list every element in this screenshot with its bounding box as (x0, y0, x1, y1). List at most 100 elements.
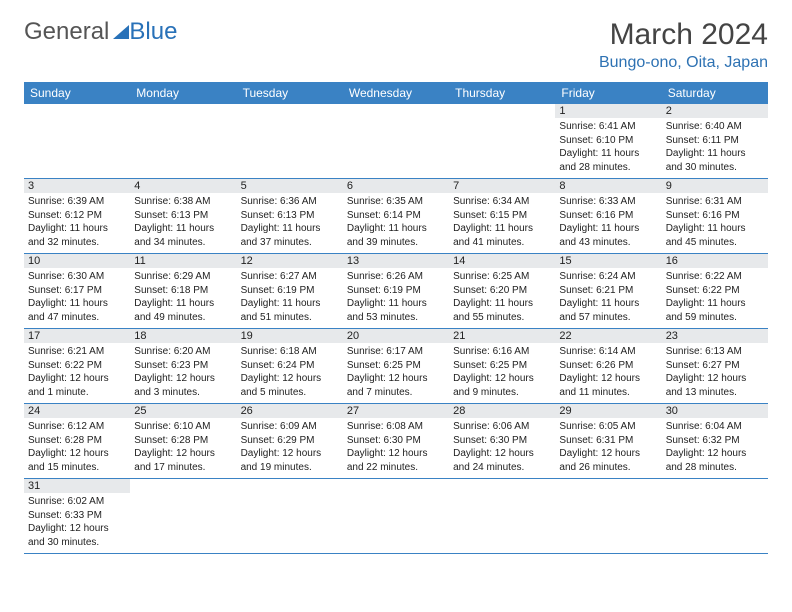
header: General Blue March 2024 Bungo-ono, Oita,… (24, 18, 768, 72)
day-cell-17: 17Sunrise: 6:21 AMSunset: 6:22 PMDayligh… (24, 329, 130, 404)
daylight-line: Daylight: 11 hours and 55 minutes. (453, 297, 551, 324)
empty-cell (555, 479, 661, 554)
daylight-line: Daylight: 11 hours and 51 minutes. (241, 297, 339, 324)
daylight-line: Daylight: 11 hours and 57 minutes. (559, 297, 657, 324)
day-details: Sunrise: 6:25 AMSunset: 6:20 PMDaylight:… (453, 270, 551, 324)
day-details: Sunrise: 6:31 AMSunset: 6:16 PMDaylight:… (666, 195, 764, 249)
day-details: Sunrise: 6:18 AMSunset: 6:24 PMDaylight:… (241, 345, 339, 399)
daylight-line: Daylight: 12 hours and 28 minutes. (666, 447, 764, 474)
daylight-line: Daylight: 12 hours and 5 minutes. (241, 372, 339, 399)
day-cell-14: 14Sunrise: 6:25 AMSunset: 6:20 PMDayligh… (449, 254, 555, 329)
day-number: 12 (237, 254, 343, 268)
day-number: 26 (237, 404, 343, 418)
sunset-line: Sunset: 6:24 PM (241, 359, 339, 373)
sunrise-line: Sunrise: 6:20 AM (134, 345, 232, 359)
sunrise-line: Sunrise: 6:35 AM (347, 195, 445, 209)
weekday-wednesday: Wednesday (343, 82, 449, 104)
day-details: Sunrise: 6:27 AMSunset: 6:19 PMDaylight:… (241, 270, 339, 324)
day-details: Sunrise: 6:14 AMSunset: 6:26 PMDaylight:… (559, 345, 657, 399)
calendar-row: 17Sunrise: 6:21 AMSunset: 6:22 PMDayligh… (24, 329, 768, 404)
daylight-line: Daylight: 12 hours and 24 minutes. (453, 447, 551, 474)
sunrise-line: Sunrise: 6:04 AM (666, 420, 764, 434)
day-cell-20: 20Sunrise: 6:17 AMSunset: 6:25 PMDayligh… (343, 329, 449, 404)
day-details: Sunrise: 6:02 AMSunset: 6:33 PMDaylight:… (28, 495, 126, 549)
day-cell-24: 24Sunrise: 6:12 AMSunset: 6:28 PMDayligh… (24, 404, 130, 479)
daylight-line: Daylight: 11 hours and 59 minutes. (666, 297, 764, 324)
day-number: 3 (24, 179, 130, 193)
daylight-line: Daylight: 12 hours and 3 minutes. (134, 372, 232, 399)
sunset-line: Sunset: 6:15 PM (453, 209, 551, 223)
day-number: 31 (24, 479, 130, 493)
day-number: 10 (24, 254, 130, 268)
weekday-thursday: Thursday (449, 82, 555, 104)
day-number: 9 (662, 179, 768, 193)
calendar-header: SundayMondayTuesdayWednesdayThursdayFrid… (24, 82, 768, 104)
daylight-line: Daylight: 12 hours and 11 minutes. (559, 372, 657, 399)
logo-triangle-icon (113, 25, 129, 39)
day-details: Sunrise: 6:12 AMSunset: 6:28 PMDaylight:… (28, 420, 126, 474)
sunrise-line: Sunrise: 6:16 AM (453, 345, 551, 359)
day-cell-13: 13 Sunrise: 6:26 AMSunset: 6:19 PMDayligh… (343, 254, 449, 329)
sunrise-line: Sunrise: 6:08 AM (347, 420, 445, 434)
sunrise-line: Sunrise: 6:27 AM (241, 270, 339, 284)
sunset-line: Sunset: 6:30 PM (453, 434, 551, 448)
day-number: 28 (449, 404, 555, 418)
sunrise-line: Sunrise: 6:02 AM (28, 495, 126, 509)
day-cell-19: 19 Sunrise: 6:18 AMSunset: 6:24 PMDayligh… (237, 329, 343, 404)
day-details: Sunrise: 6:08 AMSunset: 6:30 PMDaylight:… (347, 420, 445, 474)
day-cell-11: 11Sunrise: 6:29 AMSunset: 6:18 PMDayligh… (130, 254, 236, 329)
day-cell-23: 23Sunrise: 6:13 AMSunset: 6:27 PMDayligh… (662, 329, 768, 404)
empty-cell (343, 104, 449, 179)
sunset-line: Sunset: 6:11 PM (666, 134, 764, 148)
sunset-line: Sunset: 6:17 PM (28, 284, 126, 298)
daylight-line: Daylight: 11 hours and 37 minutes. (241, 222, 339, 249)
day-number: 13 (343, 254, 449, 268)
daylight-line: Daylight: 12 hours and 26 minutes. (559, 447, 657, 474)
day-number: 19 (237, 329, 343, 343)
logo-word-2: Blue (129, 18, 177, 46)
sunrise-line: Sunrise: 6:36 AM (241, 195, 339, 209)
sunset-line: Sunset: 6:20 PM (453, 284, 551, 298)
day-number: 4 (130, 179, 236, 193)
sunset-line: Sunset: 6:16 PM (666, 209, 764, 223)
day-details: Sunrise: 6:05 AMSunset: 6:31 PMDaylight:… (559, 420, 657, 474)
day-details: Sunrise: 6:10 AMSunset: 6:28 PMDaylight:… (134, 420, 232, 474)
day-cell-31: 31 Sunrise: 6:02 AMSunset: 6:33 PMDayligh… (24, 479, 130, 554)
sunrise-line: Sunrise: 6:33 AM (559, 195, 657, 209)
day-number: 6 (343, 179, 449, 193)
sunrise-line: Sunrise: 6:09 AM (241, 420, 339, 434)
sunset-line: Sunset: 6:27 PM (666, 359, 764, 373)
day-number: 25 (130, 404, 236, 418)
day-number: 8 (555, 179, 661, 193)
calendar-row: 1Sunrise: 6:41 AMSunset: 6:10 PMDaylight… (24, 104, 768, 179)
sunrise-line: Sunrise: 6:30 AM (28, 270, 126, 284)
sunrise-line: Sunrise: 6:26 AM (347, 270, 445, 284)
sunset-line: Sunset: 6:22 PM (28, 359, 126, 373)
location-subtitle: Bungo-ono, Oita, Japan (599, 54, 768, 72)
day-cell-25: 25 Sunrise: 6:10 AMSunset: 6:28 PMDayligh… (130, 404, 236, 479)
daylight-line: Daylight: 11 hours and 53 minutes. (347, 297, 445, 324)
day-details: Sunrise: 6:04 AMSunset: 6:32 PMDaylight:… (666, 420, 764, 474)
daylight-line: Daylight: 12 hours and 15 minutes. (28, 447, 126, 474)
sunrise-line: Sunrise: 6:06 AM (453, 420, 551, 434)
day-details: Sunrise: 6:09 AMSunset: 6:29 PMDaylight:… (241, 420, 339, 474)
day-number: 23 (662, 329, 768, 343)
day-details: Sunrise: 6:26 AMSunset: 6:19 PMDaylight:… (347, 270, 445, 324)
day-number: 18 (130, 329, 236, 343)
day-cell-28: 28 Sunrise: 6:06 AMSunset: 6:30 PMDayligh… (449, 404, 555, 479)
sunset-line: Sunset: 6:26 PM (559, 359, 657, 373)
daylight-line: Daylight: 12 hours and 17 minutes. (134, 447, 232, 474)
day-details: Sunrise: 6:22 AMSunset: 6:22 PMDaylight:… (666, 270, 764, 324)
sunset-line: Sunset: 6:23 PM (134, 359, 232, 373)
daylight-line: Daylight: 12 hours and 22 minutes. (347, 447, 445, 474)
sunrise-line: Sunrise: 6:40 AM (666, 120, 764, 134)
day-number: 5 (237, 179, 343, 193)
daylight-line: Daylight: 11 hours and 41 minutes. (453, 222, 551, 249)
sunset-line: Sunset: 6:13 PM (241, 209, 339, 223)
day-details: Sunrise: 6:35 AMSunset: 6:14 PMDaylight:… (347, 195, 445, 249)
sunrise-line: Sunrise: 6:21 AM (28, 345, 126, 359)
day-cell-3: 3Sunrise: 6:39 AMSunset: 6:12 PMDaylight… (24, 179, 130, 254)
day-cell-7: 7Sunrise: 6:34 AMSunset: 6:15 PMDaylight… (449, 179, 555, 254)
day-number: 7 (449, 179, 555, 193)
daylight-line: Daylight: 12 hours and 1 minute. (28, 372, 126, 399)
